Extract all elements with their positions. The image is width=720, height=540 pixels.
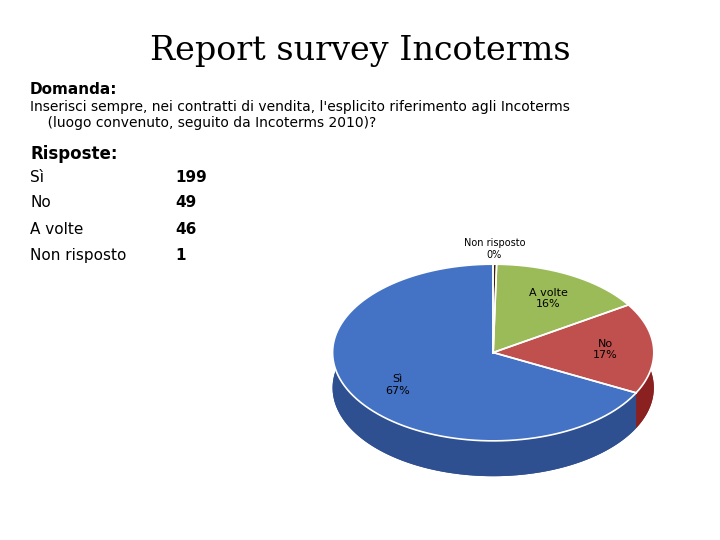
Text: Inserisci sempre, nei contratti di vendita, l'esplicito riferimento agli Incoter: Inserisci sempre, nei contratti di vendi… [30,100,570,114]
Text: No
17%: No 17% [593,339,618,360]
Polygon shape [493,300,629,388]
Text: Report survey Incoterms: Report survey Incoterms [150,35,570,67]
Polygon shape [493,300,497,388]
Text: Non risposto
0%: Non risposto 0% [464,239,525,260]
Text: Domanda:: Domanda: [30,82,117,97]
Polygon shape [333,300,636,476]
Polygon shape [493,340,654,428]
Text: Sì: Sì [30,170,44,185]
Text: Risposte:: Risposte: [30,145,117,163]
Polygon shape [493,264,497,353]
Text: 1: 1 [175,248,186,263]
Polygon shape [493,264,629,353]
Text: 199: 199 [175,170,207,185]
Text: Sì
67%: Sì 67% [385,374,410,396]
Polygon shape [333,264,636,441]
Text: A volte: A volte [30,222,84,237]
Polygon shape [333,264,636,476]
Polygon shape [493,305,654,393]
Text: (luogo convenuto, seguito da Incoterms 2010)?: (luogo convenuto, seguito da Incoterms 2… [30,116,377,130]
Text: A volte
16%: A volte 16% [528,288,567,309]
Text: 49: 49 [175,195,197,210]
Text: No: No [30,195,50,210]
Text: 46: 46 [175,222,197,237]
Text: Non risposto: Non risposto [30,248,127,263]
Polygon shape [629,305,654,428]
